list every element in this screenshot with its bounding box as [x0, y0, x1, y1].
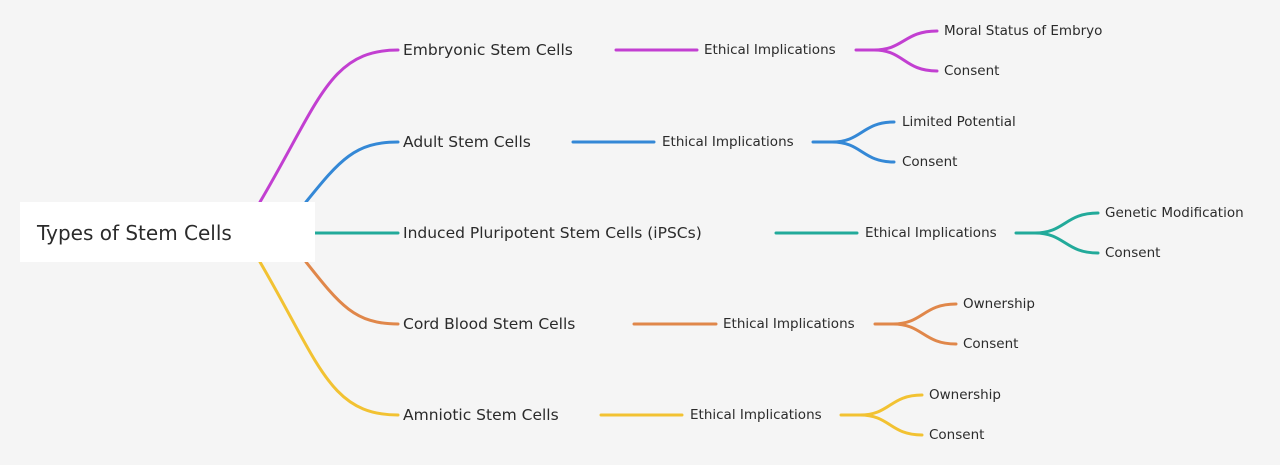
- leaf-node-adult-1[interactable]: Limited Potential: [902, 114, 1016, 130]
- leaf-node-embryonic-2[interactable]: Consent: [944, 63, 1000, 79]
- connector-adult-leaf-bottom: [830, 140, 896, 164]
- leaf-node-adult-2[interactable]: Consent: [902, 154, 958, 170]
- connector-embryonic-leaf-bottom: [872, 48, 939, 73]
- branch-node-ipsc[interactable]: Induced Pluripotent Stem Cells (iPSCs): [403, 224, 702, 242]
- leaf-node-amniotic-2[interactable]: Consent: [929, 427, 985, 443]
- ethics-node-amniotic[interactable]: Ethical Implications: [690, 407, 822, 423]
- connector-adult-leaf-top: [811, 120, 896, 144]
- connector-root-adult: [304, 140, 400, 204]
- branch-node-adult[interactable]: Adult Stem Cells: [403, 133, 531, 151]
- connector-amniotic-leaf-top: [839, 393, 924, 417]
- leaf-node-ipsc-2[interactable]: Consent: [1105, 245, 1161, 261]
- leaf-node-embryonic-1[interactable]: Moral Status of Embryo: [944, 23, 1103, 39]
- leaf-node-cord-blood-1[interactable]: Ownership: [963, 296, 1035, 312]
- branch-node-amniotic[interactable]: Amniotic Stem Cells: [403, 406, 559, 424]
- ethics-node-embryonic[interactable]: Ethical Implications: [704, 42, 836, 58]
- ethics-node-ipsc[interactable]: Ethical Implications: [865, 225, 997, 241]
- connector-cord-blood-leaf-bottom: [891, 322, 958, 346]
- leaf-node-amniotic-1[interactable]: Ownership: [929, 387, 1001, 403]
- connector-embryonic-leaf-top: [854, 29, 939, 52]
- branch-node-cord-blood[interactable]: Cord Blood Stem Cells: [403, 315, 576, 333]
- branch-node-embryonic[interactable]: Embryonic Stem Cells: [403, 41, 573, 59]
- leaf-node-cord-blood-2[interactable]: Consent: [963, 336, 1019, 352]
- connector-root-amniotic: [258, 260, 400, 417]
- connector-ipsc-leaf-top: [1014, 211, 1100, 235]
- connector-ipsc-leaf-bottom: [1033, 231, 1100, 255]
- connector-amniotic-leaf-bottom: [858, 413, 924, 437]
- root-node-label: Types of Stem Cells: [37, 221, 232, 245]
- ethics-node-cord-blood[interactable]: Ethical Implications: [723, 316, 855, 332]
- root-node[interactable]: [20, 202, 315, 262]
- ethics-node-adult[interactable]: Ethical Implications: [662, 134, 794, 150]
- connector-root-embryonic: [258, 48, 400, 204]
- connector-cord-blood-leaf-top: [873, 302, 958, 326]
- connector-root-cord-blood: [304, 260, 400, 326]
- leaf-node-ipsc-1[interactable]: Genetic Modification: [1105, 205, 1244, 221]
